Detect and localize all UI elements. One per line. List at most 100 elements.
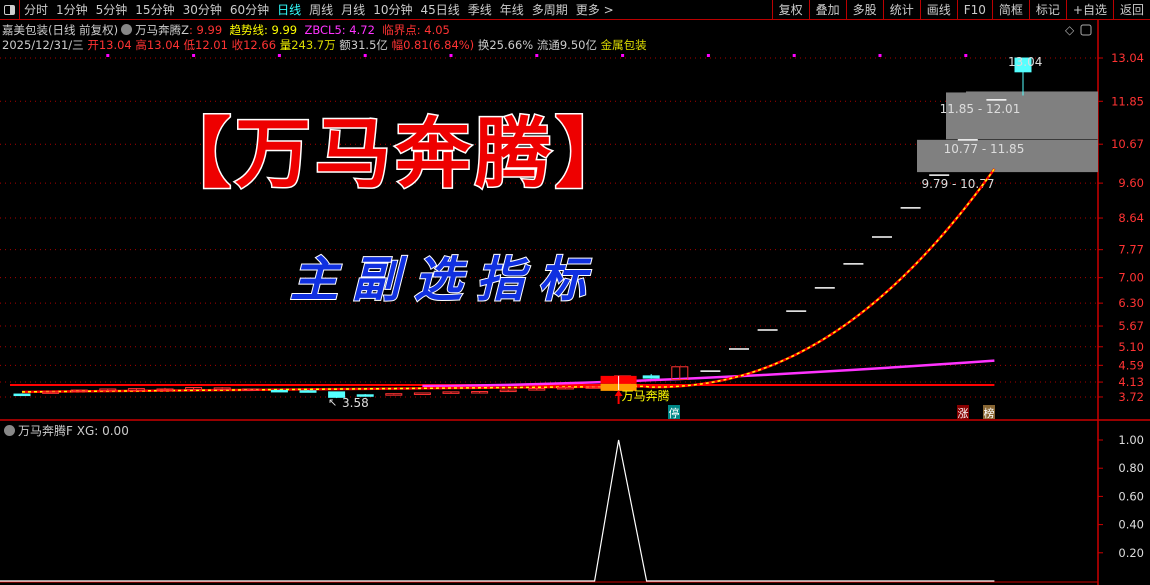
candle-body <box>642 375 660 379</box>
candle-body <box>185 387 203 390</box>
candle-body <box>1014 57 1032 73</box>
sub-tick-label: 0.80 <box>1118 461 1144 475</box>
xg-line <box>0 439 995 582</box>
marker-dot <box>277 54 281 57</box>
candle-body <box>556 387 574 390</box>
trend-label: 趋势线: <box>229 23 268 37</box>
low-value: 12.01 <box>195 38 228 52</box>
marker-dot <box>964 54 968 57</box>
float-value: 流通9.50亿 <box>536 38 597 52</box>
candle-body <box>499 389 517 393</box>
sub-tick-label: 0.20 <box>1118 546 1144 560</box>
price-tick-label: 4.13 <box>1118 375 1144 389</box>
low-mark-label: 3.58 <box>342 396 369 410</box>
period-tab[interactable]: 60分钟 <box>229 3 270 17</box>
turnover-value: 换25.66% <box>477 38 534 52</box>
price-tick-label: 6.30 <box>1118 296 1144 310</box>
panel-toggle-icon[interactable] <box>0 0 20 20</box>
sector-value[interactable]: 金属包装 <box>600 38 647 52</box>
low-label: 低 <box>183 38 196 52</box>
marker-dot <box>621 54 625 57</box>
zone-label: 11.85 - 12.01 <box>940 102 1021 116</box>
period-tab[interactable]: 月线 <box>341 3 366 17</box>
vol-label: 量 <box>279 38 292 52</box>
resistance-zone <box>966 91 1098 98</box>
period-tab[interactable]: 多周期 <box>531 3 568 17</box>
badge-bang <box>983 405 995 419</box>
period-toolbar: 分时 1分钟 5分钟 15分钟 30分钟 60分钟 日线 周线 月线 10分钟 45日线 季线 年线 多周… <box>0 0 1150 20</box>
period-tab[interactable]: 分时 <box>24 3 49 17</box>
period-tab[interactable]: 5分钟 <box>95 3 128 17</box>
xg-value: XG: 0.00 <box>76 424 129 438</box>
period-tab[interactable]: 1分钟 <box>56 3 88 17</box>
price-tick-label: 7.00 <box>1118 271 1144 285</box>
marker-dot <box>792 54 796 57</box>
layout-toggle-icon <box>1080 24 1092 36</box>
marker-dot <box>878 54 882 57</box>
sub-indicator-dropdown-icon[interactable] <box>4 425 15 436</box>
sub-indicator-name[interactable]: 万马奔腾F <box>18 424 73 438</box>
period-tab[interactable]: 年线 <box>499 3 524 17</box>
sub-tick-label: 0.60 <box>1118 489 1144 503</box>
banner-subtitle: 主副选指标 <box>289 251 601 309</box>
amount-value: 额31.5亿 <box>339 38 388 52</box>
candle-body <box>299 390 317 393</box>
candle-body <box>413 392 431 395</box>
toolbar-button[interactable]: 标记 <box>1028 0 1066 20</box>
resistance-zone <box>917 139 1098 173</box>
trend-value: 9.99 <box>267 23 298 37</box>
candle-body <box>356 394 374 397</box>
toolbar-button[interactable]: 叠加 <box>808 0 846 20</box>
price-tick-label: 9.60 <box>1118 176 1144 190</box>
vol-value: 243.7万 <box>291 38 336 52</box>
period-tab[interactable]: 45日线 <box>420 3 460 17</box>
candle-body <box>528 388 546 391</box>
sub-tick-label: 1.00 <box>1118 433 1144 447</box>
period-tab[interactable]: 15分钟 <box>135 3 175 17</box>
indicator-name[interactable]: 万马奔腾Z <box>135 23 190 37</box>
toolbar-button[interactable]: 统计 <box>882 0 920 20</box>
candle-body <box>328 391 346 398</box>
close-value: 12.66 <box>243 38 277 52</box>
candle-body <box>270 389 288 393</box>
period-tab[interactable]: 季线 <box>467 3 492 17</box>
toolbar-button[interactable]: F10 <box>956 0 992 20</box>
candle-body <box>99 388 117 392</box>
close-label: 收 <box>231 38 244 52</box>
badge-zhang <box>957 405 969 419</box>
resistance-zone <box>946 92 1098 140</box>
high-label: 高 <box>135 38 147 52</box>
indicator-dropdown-icon[interactable] <box>121 24 133 35</box>
badge-zhang-label: 涨 <box>958 407 969 420</box>
trend-line <box>21 168 996 393</box>
marker-dot <box>106 54 110 57</box>
toolbar-button[interactable]: +自选 <box>1065 0 1113 20</box>
critical-value: 4.05 <box>420 23 450 37</box>
toolbar-button[interactable]: 返回 <box>1112 0 1150 20</box>
signal-arrow-icon <box>614 390 623 404</box>
toolbar-button[interactable]: 多股 <box>845 0 883 20</box>
badge-stop-label: 停 <box>669 406 680 420</box>
period-tab[interactable]: 10分钟 <box>373 3 413 17</box>
period-tab[interactable]: 日线 <box>277 3 302 17</box>
candle-body <box>42 391 60 394</box>
period-tab[interactable]: 周线 <box>309 3 334 17</box>
candle-body <box>671 366 689 381</box>
toolbar-button[interactable]: 简框 <box>991 0 1029 20</box>
amp-label: 幅 <box>391 38 404 52</box>
period-tab[interactable]: 30分钟 <box>182 3 222 17</box>
price-tick-label: 7.77 <box>1118 243 1144 257</box>
zone-label: 9.79 - 10.77 <box>921 177 994 191</box>
zbcl-value: 4.72 <box>345 23 375 37</box>
zbcl5-line <box>422 359 995 388</box>
candle-body <box>13 393 31 397</box>
price-tick-label: 10.67 <box>1111 137 1144 151</box>
period-tab[interactable]: 更多 > <box>575 3 614 17</box>
badge-bang-label: 榜 <box>984 406 995 420</box>
toolbar-button[interactable]: 画线 <box>919 0 957 20</box>
zone-label: 10.77 - 11.85 <box>944 142 1025 156</box>
signal-label: 万马奔腾 <box>622 388 670 403</box>
toolbar-button[interactable]: 复权 <box>771 0 809 20</box>
price-tick-label: 5.67 <box>1118 319 1144 333</box>
